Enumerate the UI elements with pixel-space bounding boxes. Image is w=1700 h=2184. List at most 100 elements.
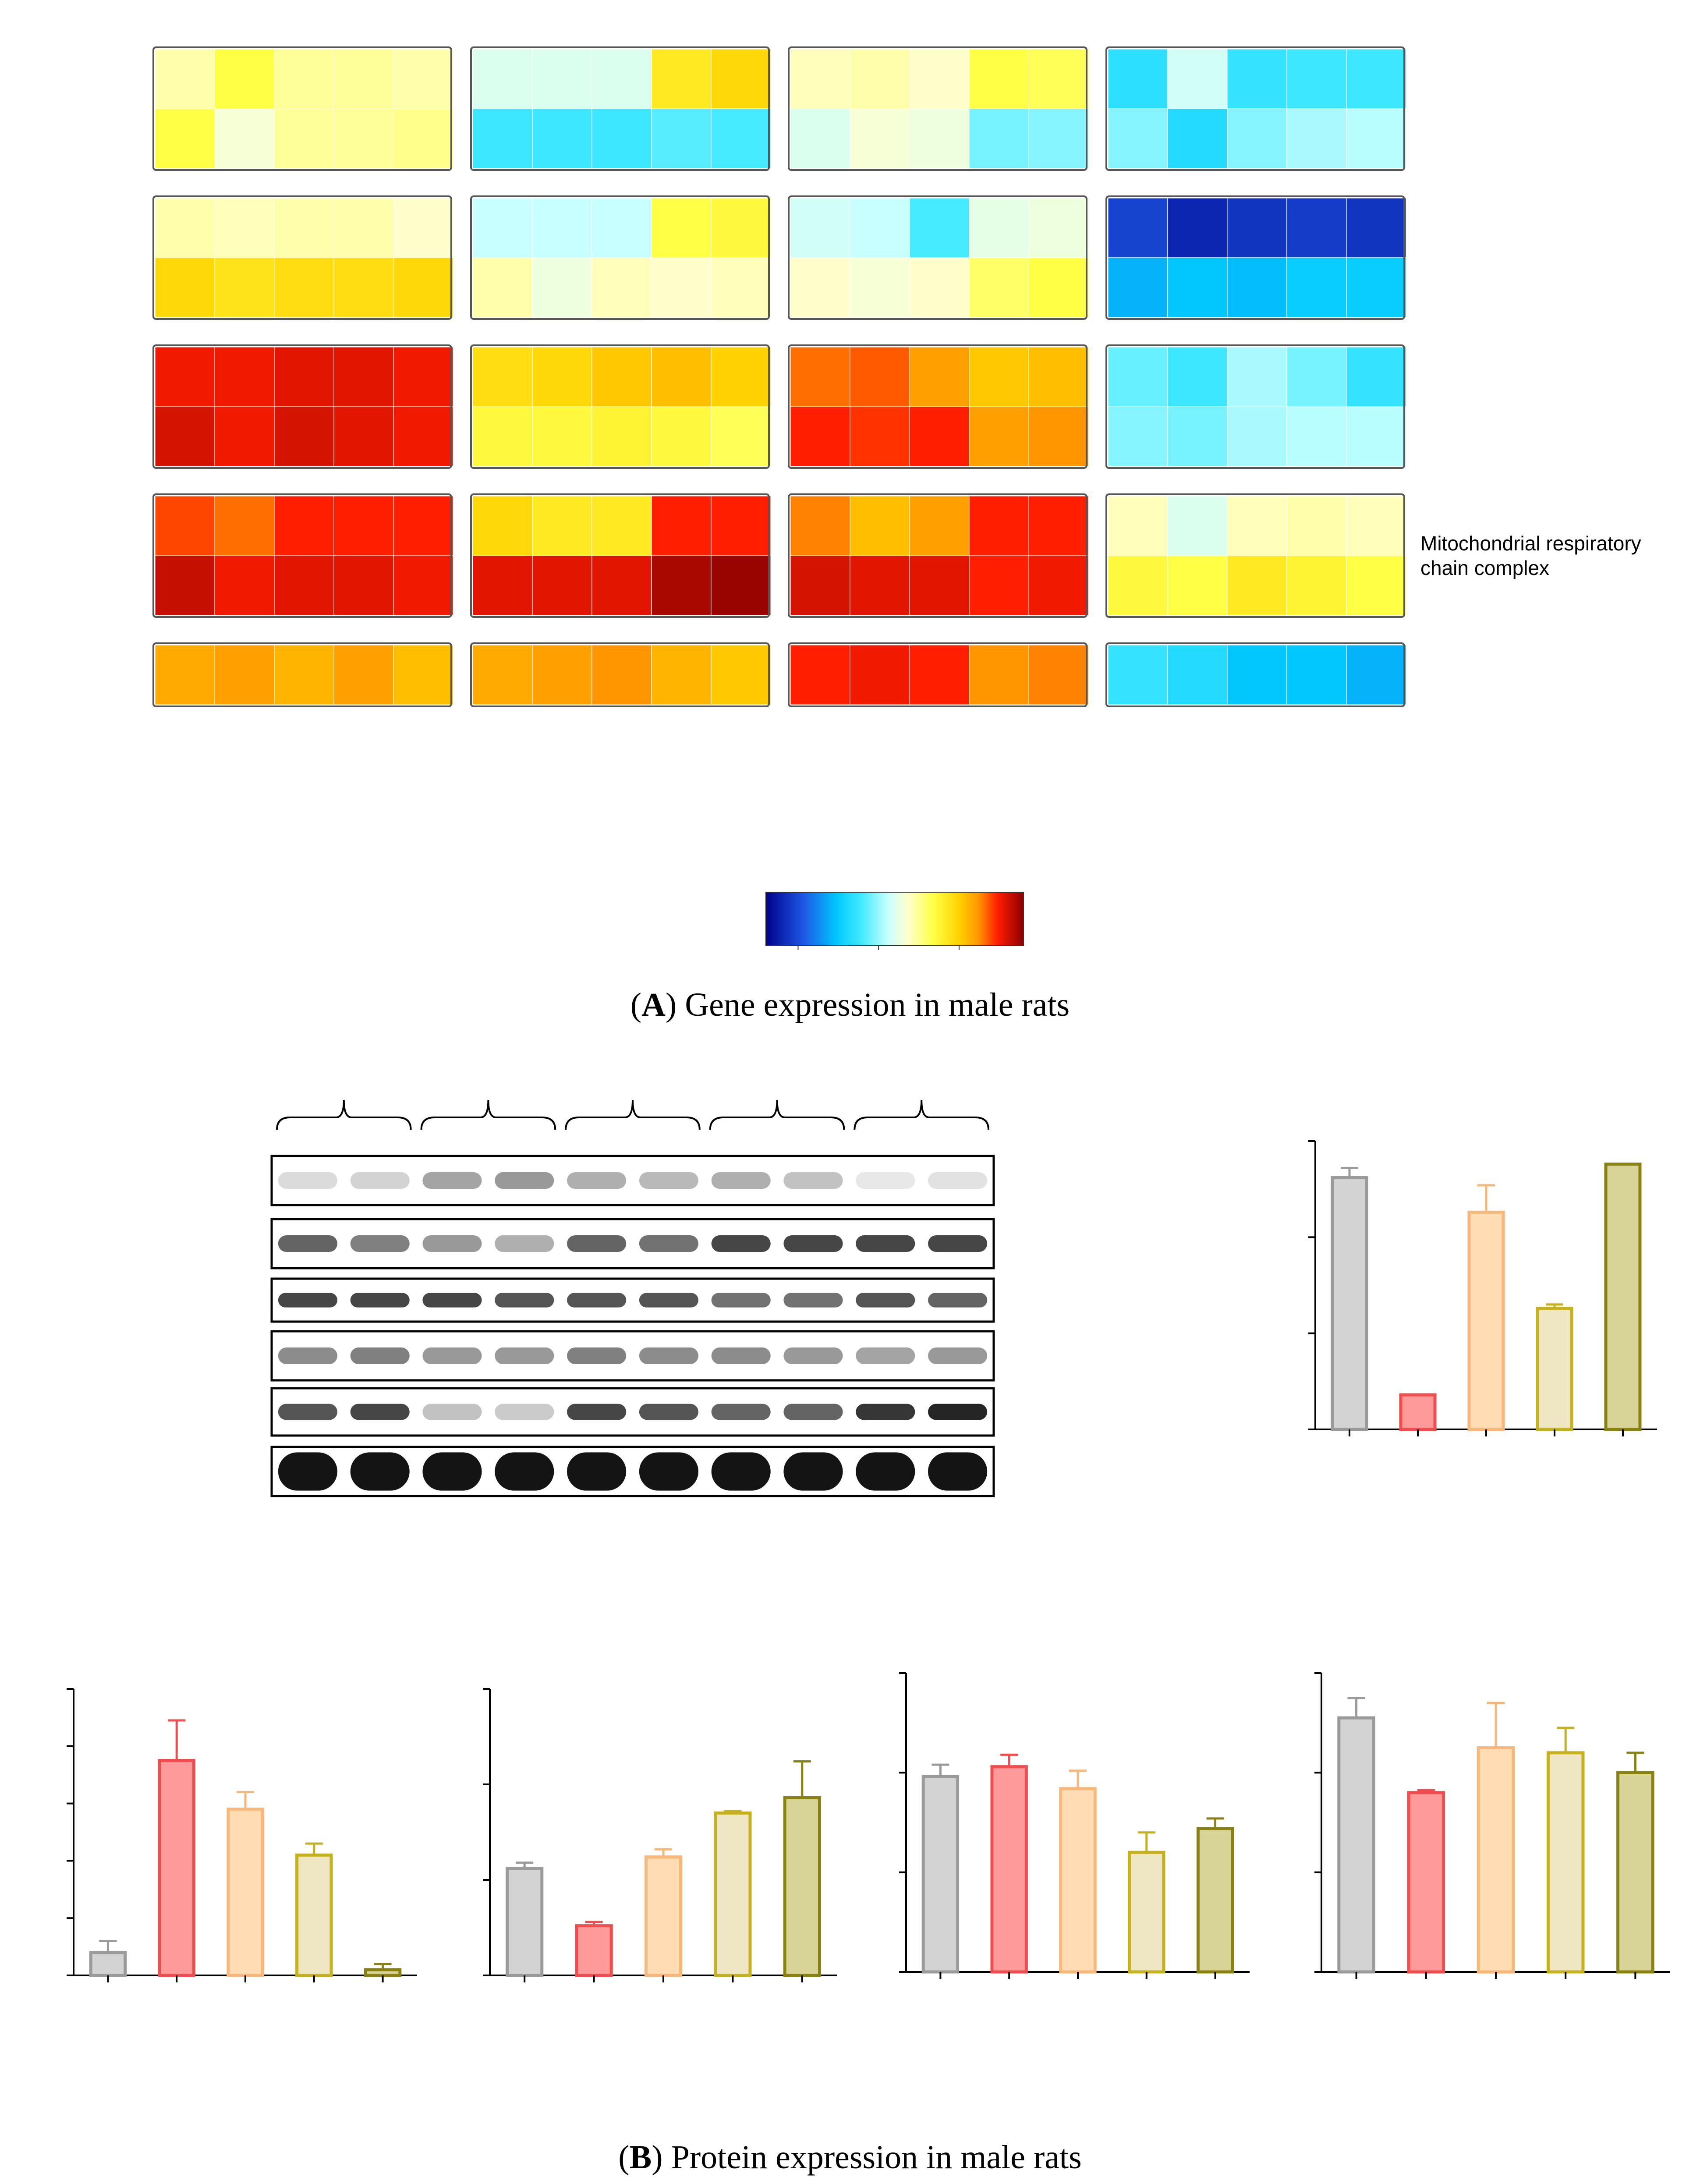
blot-band <box>567 1404 627 1420</box>
heatmap-cell <box>1286 49 1347 109</box>
heatmap-cell <box>333 406 394 467</box>
blot-band <box>711 1452 771 1491</box>
blot-band <box>422 1172 482 1189</box>
bar <box>506 1867 544 1977</box>
heatmap-cell <box>909 198 970 258</box>
blot-row <box>270 1330 995 1382</box>
heatmap-cell <box>333 198 394 258</box>
heatmap-cell <box>1286 347 1347 407</box>
bar <box>644 1855 683 1977</box>
heatmap-cell <box>1227 108 1287 169</box>
heatmap-cell <box>1227 645 1287 705</box>
bar-chart-pgc1- <box>483 1688 837 1982</box>
bar-chart-complex-iii <box>1308 1140 1657 1436</box>
heatmap-cell <box>1227 198 1287 258</box>
heatmap-cell <box>274 198 334 258</box>
heatmap-cell <box>969 406 1029 467</box>
heatmap-cell <box>1108 496 1168 556</box>
heatmap-cell <box>333 555 394 616</box>
blot-band <box>350 1452 410 1491</box>
heatmap-cell <box>1346 406 1406 467</box>
blot-band <box>495 1172 554 1189</box>
blot-band <box>856 1235 915 1252</box>
bar <box>1477 1746 1515 1974</box>
blot-group-brace <box>420 1099 556 1130</box>
heatmap-cell <box>532 108 592 169</box>
heatmap-cell <box>333 347 394 407</box>
blot-band <box>856 1172 915 1189</box>
bar <box>1546 1751 1585 1974</box>
heatmap-2 <box>788 46 1089 707</box>
heatmap-cell <box>790 555 850 616</box>
heatmap-group-frame <box>470 344 770 469</box>
heatmap-cell <box>274 645 334 705</box>
heatmap-cell <box>393 645 453 705</box>
heatmap-cell <box>214 49 275 109</box>
heatmap-cell <box>909 406 970 467</box>
heatmap-cell <box>393 198 453 258</box>
heatmap-cell <box>651 257 712 318</box>
heatmap-cell <box>1227 555 1287 616</box>
bar <box>1331 1176 1368 1431</box>
heatmap-cell <box>591 198 652 258</box>
heatmap-cell <box>1108 347 1168 407</box>
heatmap-cell <box>711 406 771 467</box>
heatmap-cell <box>532 496 592 556</box>
heatmap-3 <box>1105 46 1406 707</box>
bar-chart-tfam <box>67 1688 417 1982</box>
heatmap-cell <box>532 198 592 258</box>
heatmap-cell <box>651 347 712 407</box>
heatmap-cell <box>969 496 1029 556</box>
blot-band <box>350 1404 410 1420</box>
blot-band <box>278 1452 337 1491</box>
heatmap-cell <box>532 257 592 318</box>
heatmap-cell <box>850 347 910 407</box>
heatmap-cell <box>393 257 453 318</box>
heatmap-cell <box>850 645 910 705</box>
heatmap-cell <box>711 257 771 318</box>
blot-band <box>350 1347 410 1365</box>
blot-band <box>278 1404 337 1420</box>
heatmap-cell <box>711 555 771 616</box>
heatmap-cell <box>1028 496 1089 556</box>
heatmap-cell <box>472 108 533 169</box>
heatmap-cell <box>532 645 592 705</box>
heatmap-cell <box>850 406 910 467</box>
heatmap-cell <box>1227 496 1287 556</box>
heatmap-cell <box>909 555 970 616</box>
heatmap-cell <box>790 108 850 169</box>
blot-band <box>928 1172 988 1189</box>
heatmap-cell <box>1227 49 1287 109</box>
heatmap-group-frame <box>1105 344 1405 469</box>
caption-a: (A) Gene expression in male rats <box>630 986 1070 1023</box>
heatmap-cell <box>393 347 453 407</box>
blot-band <box>639 1452 698 1491</box>
heatmap-cell <box>472 496 533 556</box>
bar <box>227 1808 264 1977</box>
blot-row <box>270 1277 995 1323</box>
heatmap-cell <box>790 406 850 467</box>
heatmap-cell <box>333 257 394 318</box>
heatmap-cell <box>472 406 533 467</box>
heatmap-cell <box>969 257 1029 318</box>
heatmap-cell <box>1167 347 1228 407</box>
heatmap-cell <box>790 49 850 109</box>
heatmap-cell <box>214 555 275 616</box>
bar <box>990 1765 1028 1974</box>
bar <box>89 1951 127 1977</box>
heatmap-cell <box>393 406 453 467</box>
blot-band <box>639 1235 698 1252</box>
blot-group-brace <box>565 1099 701 1130</box>
heatmap-cell <box>1028 645 1089 705</box>
heatmap-cell <box>850 198 910 258</box>
heatmap-cell <box>1286 645 1347 705</box>
bar <box>1399 1393 1437 1431</box>
heatmap-cell <box>1346 49 1406 109</box>
heatmap-cell <box>1108 49 1168 109</box>
blot-band <box>711 1235 771 1252</box>
heatmap-group-frame <box>152 642 452 707</box>
blot-band <box>422 1235 482 1252</box>
heatmap-group-frame <box>470 642 770 707</box>
heatmap-group-frame <box>788 344 1087 469</box>
heatmap-cell <box>651 645 712 705</box>
